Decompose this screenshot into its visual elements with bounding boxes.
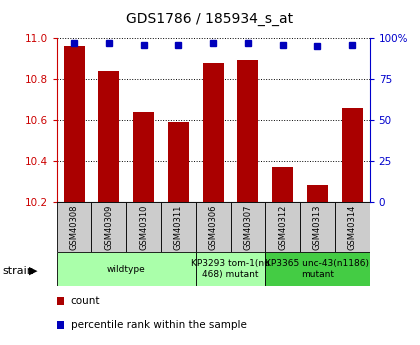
Bar (342, 108, 362, 202)
Text: GSM40312: GSM40312 (278, 204, 287, 249)
Text: KP3365 unc-43(n1186)
mutant: KP3365 unc-43(n1186) mutant (265, 259, 370, 279)
Bar (57, 252, 196, 286)
Bar (237, 60, 258, 202)
Text: wildtype: wildtype (107, 265, 146, 274)
Text: GSM40309: GSM40309 (104, 204, 113, 249)
Bar (168, 122, 189, 202)
Text: GSM40313: GSM40313 (313, 204, 322, 249)
Text: GSM40307: GSM40307 (244, 204, 252, 249)
Bar (161, 202, 196, 252)
Text: GSM40314: GSM40314 (348, 204, 357, 249)
Bar (98, 71, 119, 202)
Bar (57, 202, 92, 252)
Bar (231, 202, 265, 252)
Bar (272, 167, 293, 202)
Text: GSM40308: GSM40308 (70, 204, 79, 249)
Text: count: count (71, 296, 100, 306)
Bar (203, 62, 223, 202)
Text: percentile rank within the sample: percentile rank within the sample (71, 320, 247, 330)
Bar (133, 112, 154, 202)
Text: ▶: ▶ (29, 266, 37, 276)
Bar (196, 252, 265, 286)
Bar (265, 202, 300, 252)
Text: GDS1786 / 185934_s_at: GDS1786 / 185934_s_at (126, 12, 294, 26)
Bar (307, 186, 328, 202)
Text: GSM40306: GSM40306 (209, 204, 218, 249)
Bar (335, 202, 370, 252)
Bar (265, 252, 370, 286)
Bar (196, 202, 231, 252)
Text: strain: strain (2, 266, 34, 276)
Bar (300, 202, 335, 252)
Text: KP3293 tom-1(nu
468) mutant: KP3293 tom-1(nu 468) mutant (191, 259, 270, 279)
Bar (64, 46, 84, 202)
Text: GSM40311: GSM40311 (174, 204, 183, 249)
Bar (126, 202, 161, 252)
Bar (92, 202, 126, 252)
Text: GSM40310: GSM40310 (139, 204, 148, 249)
